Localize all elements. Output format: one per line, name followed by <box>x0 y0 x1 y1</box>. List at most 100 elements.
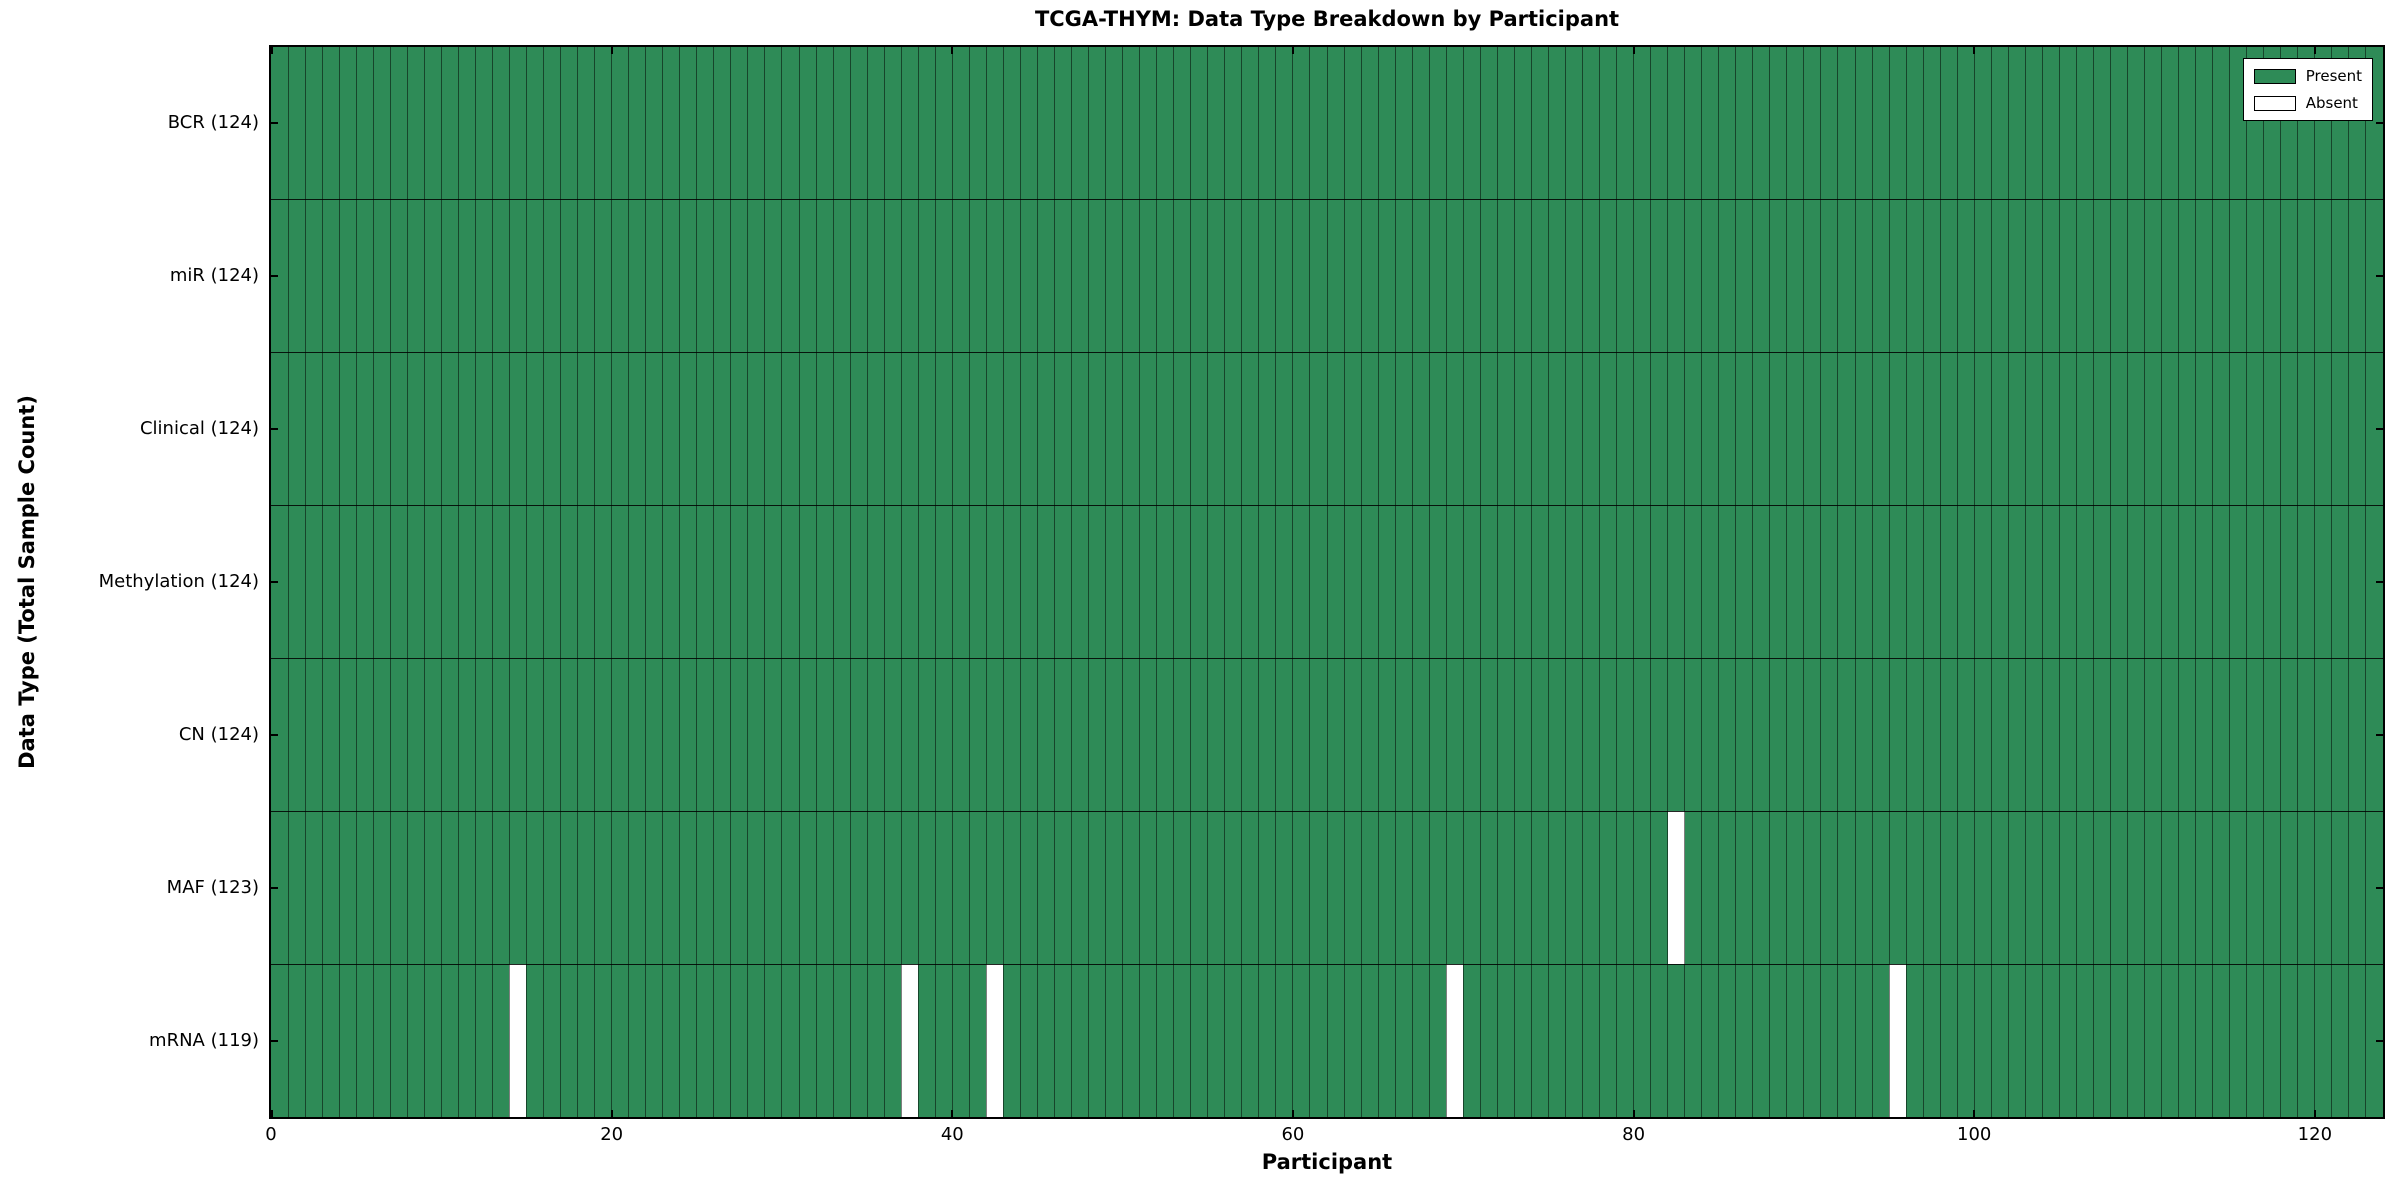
grid-vline <box>440 47 442 1117</box>
grid-vline <box>832 47 834 1117</box>
y-tick-label-BCR: BCR (124) <box>167 112 259 134</box>
x-tick-label-0: 0 <box>265 1124 277 1145</box>
x-tick-bottom <box>271 1110 273 1117</box>
grid-vline <box>866 47 868 1117</box>
grid-vline <box>1479 47 1481 1117</box>
x-tick-top <box>1632 47 1635 54</box>
x-axis-label: Participant <box>1261 1150 1393 1174</box>
grid-vline <box>321 47 323 1117</box>
grid-vline <box>1207 47 1209 1117</box>
grid-vline <box>849 47 851 1117</box>
grid-vline <box>1752 47 1754 1117</box>
grid-hline <box>271 199 2383 201</box>
grid-vline <box>696 47 698 1117</box>
grid-vline <box>798 47 800 1117</box>
y-tick-label-Clinical: Clinical (124) <box>139 418 259 440</box>
grid-vline <box>1820 47 1822 1117</box>
y-tick-left <box>271 122 278 125</box>
grid-vline <box>2161 47 2163 1117</box>
grid-hline <box>271 505 2383 507</box>
grid-vline <box>2041 47 2043 1117</box>
grid-vline <box>2280 47 2282 1117</box>
grid-vline <box>1581 47 1583 1117</box>
grid-vline <box>389 47 391 1117</box>
grid-vline <box>1837 47 1839 1117</box>
grid-vline <box>1769 47 1771 1117</box>
grid-vline <box>1462 47 1464 1117</box>
grid-vline <box>1667 47 1669 1117</box>
chart-title: TCGA-THYM: Data Type Breakdown by Partic… <box>1034 7 1620 31</box>
y-tick-right <box>2376 428 2383 431</box>
grid-vline <box>1735 47 1737 1117</box>
grid-vline <box>1786 47 1788 1117</box>
x-tick-label-120: 120 <box>2297 1124 2333 1145</box>
legend-label-absent: Absent <box>2305 94 2358 112</box>
y-tick-label-CN: CN (124) <box>178 723 259 745</box>
grid-vline <box>2178 47 2180 1117</box>
grid-vline <box>1122 47 1124 1117</box>
grid-vline <box>1002 47 1004 1117</box>
absent-bar-mRNA-69 <box>1446 964 1464 1117</box>
grid-vline <box>1530 47 1532 1117</box>
grid-vline <box>508 47 510 1117</box>
grid-vline <box>1053 47 1055 1117</box>
x-tick-bottom <box>610 1110 613 1117</box>
grid-vline <box>2075 47 2077 1117</box>
grid-hline <box>271 352 2383 354</box>
legend-item-present: Present <box>2253 67 2362 85</box>
grid-vline <box>2024 47 2026 1117</box>
grid-vline <box>1599 47 1601 1117</box>
grid-vline <box>2229 47 2231 1117</box>
grid-vline <box>934 47 936 1117</box>
grid-vline <box>1309 47 1311 1117</box>
x-tick-bottom <box>2313 1110 2316 1117</box>
grid-vline <box>1616 47 1618 1117</box>
grid-vline <box>1258 47 1260 1117</box>
grid-vline <box>1139 47 1141 1117</box>
grid-vline <box>1156 47 1158 1117</box>
grid-vline <box>1411 47 1413 1117</box>
y-tick-right <box>2376 1039 2383 1042</box>
grid-vline <box>815 47 817 1117</box>
legend-label-present: Present <box>2305 67 2362 85</box>
grid-vline <box>2007 47 2009 1117</box>
grid-vline <box>1019 47 1021 1117</box>
grid-vline <box>1990 47 1992 1117</box>
absent-bar-mRNA-37 <box>901 964 919 1117</box>
grid-vline <box>1564 47 1566 1117</box>
x-tick-label-20: 20 <box>600 1124 624 1145</box>
grid-vline <box>883 47 885 1117</box>
y-tick-right <box>2376 581 2383 583</box>
y-tick-right <box>2376 733 2383 736</box>
grid-vline <box>1360 47 1362 1117</box>
grid-vline <box>679 47 681 1117</box>
grid-vline <box>1445 47 1447 1117</box>
y-tick-left <box>271 428 278 431</box>
grid-vline <box>1275 47 1277 1117</box>
grid-hline <box>271 963 2383 965</box>
grid-vline <box>1292 47 1294 1117</box>
grid-vline <box>747 47 749 1117</box>
legend-item-absent: Absent <box>2253 94 2362 112</box>
grid-vline <box>2297 47 2299 1117</box>
grid-vline <box>2246 47 2248 1117</box>
grid-hline <box>271 810 2383 812</box>
grid-vline <box>543 47 545 1117</box>
grid-vline <box>1071 47 1073 1117</box>
grid-vline <box>1224 47 1226 1117</box>
grid-vline <box>423 47 425 1117</box>
x-tick-bottom <box>1973 1110 1976 1117</box>
y-tick-left <box>271 733 278 736</box>
grid-vline <box>1871 47 1873 1117</box>
grid-vline <box>730 47 732 1117</box>
grid-vline <box>1956 47 1958 1117</box>
grid-vline <box>1377 47 1379 1117</box>
grid-vline <box>1922 47 1924 1117</box>
grid-vline <box>1718 47 1720 1117</box>
grid-vline <box>1241 47 1243 1117</box>
grid-vline <box>560 47 562 1117</box>
grid-vline <box>1088 47 1090 1117</box>
grid-vline <box>2195 47 2197 1117</box>
grid-vline <box>1633 47 1635 1117</box>
grid-vline <box>611 47 613 1117</box>
